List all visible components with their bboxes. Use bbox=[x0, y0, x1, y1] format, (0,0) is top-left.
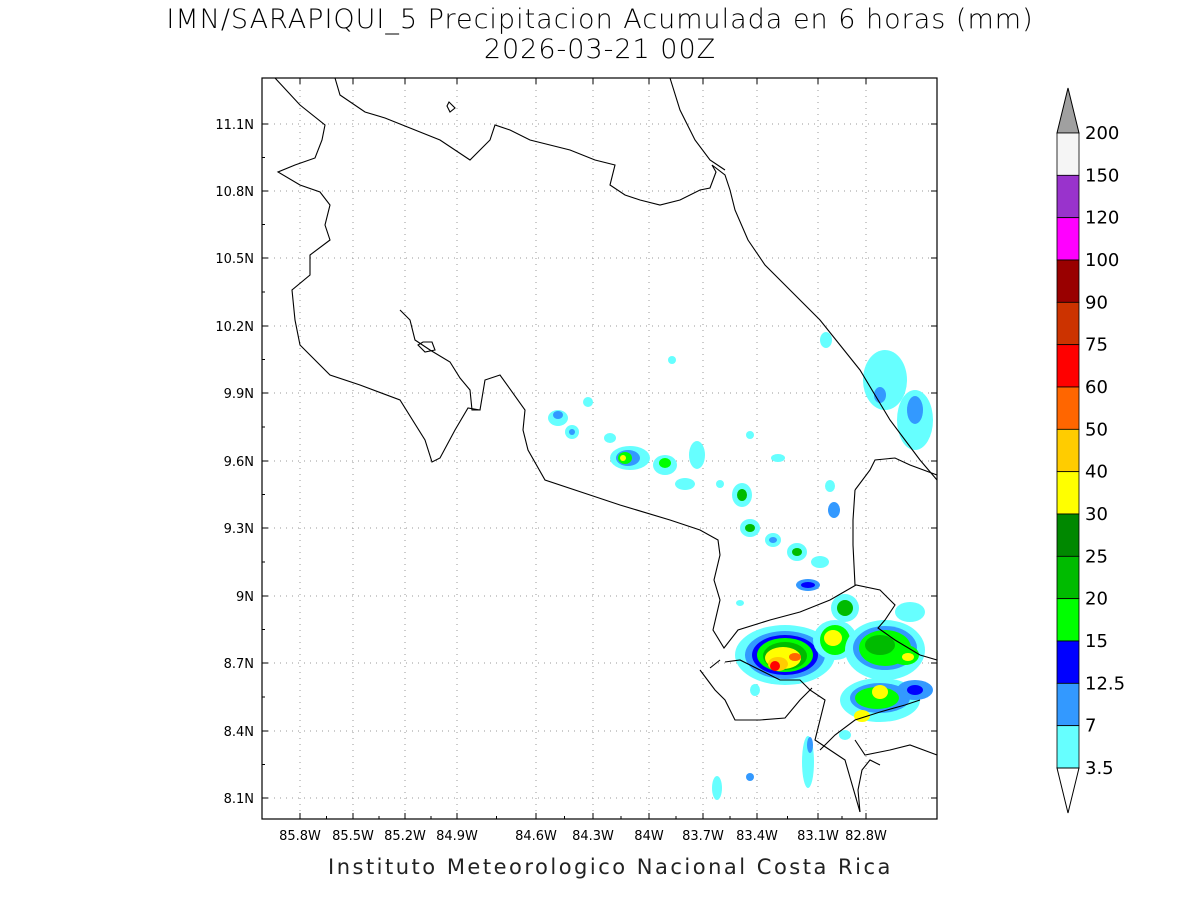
y-tick-label: 8.7N bbox=[224, 657, 254, 672]
coastlines bbox=[274, 77, 938, 813]
y-tick-label: 9.9N bbox=[224, 387, 254, 402]
colorbar-label: 75 bbox=[1085, 335, 1108, 356]
colorbar-swatch bbox=[1056, 217, 1080, 261]
colorbar-label: 3.5 bbox=[1085, 758, 1114, 779]
y-tick-label: 9.3N bbox=[224, 522, 254, 537]
y-tick-label: 8.1N bbox=[224, 792, 254, 807]
y-tick-label: 10.8N bbox=[215, 185, 254, 200]
rain-cluster-osa bbox=[735, 625, 835, 685]
rain-band-central bbox=[548, 356, 840, 591]
colorbar-label: 60 bbox=[1085, 377, 1108, 398]
colorbar-swatch bbox=[1056, 471, 1080, 515]
rain-cluster-caribbean bbox=[820, 332, 933, 450]
colorbar-swatch bbox=[1056, 344, 1080, 388]
x-tick-label: 85.2W bbox=[384, 829, 426, 844]
colorbar-swatch bbox=[1056, 682, 1080, 727]
x-tick-label: 82.8W bbox=[845, 829, 887, 844]
colorbar-label: 120 bbox=[1085, 208, 1119, 229]
x-tick-label: 84.6W bbox=[515, 829, 557, 844]
y-tick-label: 11.1N bbox=[215, 118, 254, 133]
y-tick-label: 9N bbox=[236, 590, 254, 605]
colorbar-label: 20 bbox=[1085, 589, 1108, 610]
colorbar-swatch bbox=[1056, 301, 1080, 346]
map-frame bbox=[261, 77, 938, 820]
colorbar-swatch bbox=[1056, 640, 1080, 684]
y-tick-label: 9.6N bbox=[224, 455, 254, 470]
x-tick-label: 83.7W bbox=[682, 829, 724, 844]
x-tick-label: 84.9W bbox=[436, 829, 478, 844]
colorbar-label: 30 bbox=[1085, 504, 1108, 525]
colorbar-label: 150 bbox=[1085, 165, 1119, 186]
colorbar-label: 200 bbox=[1085, 123, 1119, 144]
colorbar-swatch bbox=[1056, 132, 1080, 176]
footer-credit: Instituto Meteorologico Nacional Costa R… bbox=[328, 855, 893, 879]
colorbar-label: 50 bbox=[1085, 419, 1108, 440]
map-title: IMN/SARAPIQUI_5 Precipitacion Acumulada … bbox=[166, 4, 1034, 35]
colorbar-swatch bbox=[1056, 555, 1080, 600]
x-tick-label: 84.3W bbox=[572, 829, 614, 844]
colorbar-swatch bbox=[1056, 598, 1080, 642]
colorbar-swatch bbox=[1056, 428, 1080, 473]
colorbar-swatch bbox=[1056, 259, 1080, 303]
y-tick-label: 10.5N bbox=[215, 252, 254, 267]
colorbar-swatch bbox=[1056, 513, 1080, 557]
x-tick-label: 83.4W bbox=[736, 829, 778, 844]
axis-ticks: 85.8W 85.5W 85.2W 84.9W 84.6W 84.3W 84W 83.7W 83… bbox=[215, 78, 937, 844]
colorbar-over-arrow bbox=[1056, 87, 1080, 134]
x-tick-label: 84W bbox=[634, 829, 664, 844]
colorbar-swatch bbox=[1056, 725, 1080, 769]
colorbar-under-arrow bbox=[1056, 767, 1080, 814]
map-datetime: 2026-03-21 00Z bbox=[483, 34, 717, 65]
colorbar-label: 90 bbox=[1085, 292, 1108, 313]
x-tick-label: 85.5W bbox=[332, 829, 374, 844]
colorbar-label: 7 bbox=[1085, 716, 1096, 737]
grid-lines bbox=[262, 78, 937, 819]
y-tick-label: 10.2N bbox=[215, 320, 254, 335]
colorbar-label: 100 bbox=[1085, 250, 1119, 271]
rain-south-scatter bbox=[712, 600, 851, 800]
colorbar-label: 12.5 bbox=[1085, 673, 1125, 694]
colorbar: 200 150 120 100 90 75 60 50 40 30 25 20 15 12.5 7 3.5 bbox=[1056, 87, 1125, 814]
colorbar-label: 25 bbox=[1085, 546, 1108, 567]
colorbar-swatch bbox=[1056, 386, 1080, 430]
colorbar-label: 40 bbox=[1085, 462, 1108, 483]
colorbar-label: 15 bbox=[1085, 631, 1108, 652]
colorbar-swatch bbox=[1056, 174, 1080, 219]
x-tick-label: 85.8W bbox=[279, 829, 321, 844]
y-tick-label: 8.4N bbox=[224, 725, 254, 740]
precipitation-field bbox=[548, 332, 933, 800]
x-tick-label: 83.1W bbox=[797, 829, 839, 844]
rain-cluster-east bbox=[813, 594, 933, 722]
